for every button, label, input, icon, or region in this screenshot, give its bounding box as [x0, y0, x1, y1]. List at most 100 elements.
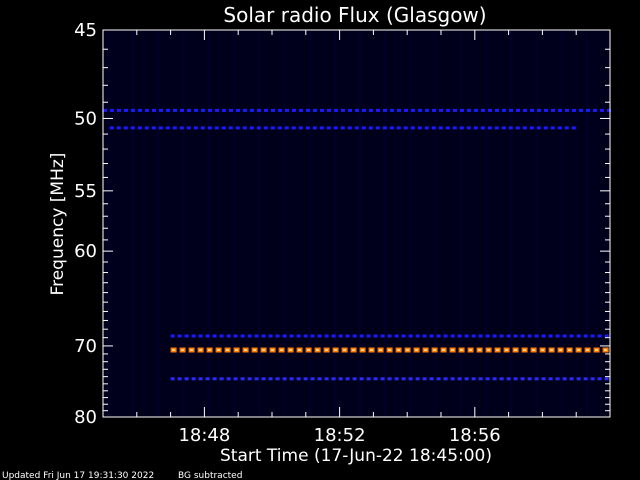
emission-band-segment — [219, 334, 224, 338]
emission-band-core — [190, 349, 194, 351]
noise-streak — [191, 32, 193, 415]
noise-streak — [493, 32, 496, 415]
emission-band-segment — [527, 334, 532, 338]
emission-band-core — [352, 349, 356, 351]
noise-streak — [224, 32, 227, 415]
emission-band-segment — [487, 126, 492, 130]
emission-band-core — [496, 349, 500, 351]
emission-band-segment — [590, 334, 595, 338]
y-axis: 45 50 55 60 70 80 — [74, 20, 610, 428]
emission-band-segment — [408, 334, 413, 338]
noise-streak — [476, 32, 479, 415]
emission-band-segment — [404, 108, 408, 112]
emission-band-segment — [530, 108, 534, 112]
emission-band-segment — [338, 377, 343, 381]
emission-band-segment — [492, 377, 497, 381]
emission-band-segment — [527, 377, 532, 381]
emission-band-core — [244, 349, 248, 351]
emission-band-segment — [432, 108, 436, 112]
noise-streak — [443, 32, 445, 415]
emission-band-segment — [291, 126, 296, 130]
emission-band-core — [316, 349, 320, 351]
emission-band-core — [262, 349, 266, 351]
emission-band-segment — [184, 334, 189, 338]
plot-area — [103, 30, 610, 417]
noise-streak — [401, 32, 403, 415]
emission-band-segment — [137, 126, 142, 130]
noise-streak — [417, 32, 420, 415]
emission-band-core — [271, 349, 275, 351]
emission-band-segment — [494, 126, 499, 130]
emission-band-segment — [268, 334, 273, 338]
emission-band-segment — [543, 126, 548, 130]
emission-band-segment — [124, 108, 128, 112]
emission-band-core — [532, 349, 536, 351]
emission-band-segment — [501, 126, 506, 130]
emission-band-segment — [198, 377, 203, 381]
y-tick-label: 45 — [74, 20, 97, 41]
emission-band-segment — [284, 126, 289, 130]
noise-streak — [216, 32, 219, 415]
emission-band-segment — [221, 126, 226, 130]
emission-band-segment — [138, 108, 142, 112]
emission-band-segment — [555, 334, 560, 338]
emission-band-segment — [529, 126, 534, 130]
emission-band-segment — [508, 126, 513, 130]
emission-band-segment — [298, 126, 303, 130]
emission-band-segment — [173, 108, 177, 112]
emission-band-segment — [389, 126, 394, 130]
emission-band-segment — [436, 334, 441, 338]
emission-band-segment — [467, 108, 471, 112]
emission-band-segment — [513, 377, 518, 381]
emission-band-segment — [453, 108, 457, 112]
emission-band-segment — [536, 126, 541, 130]
emission-band-segment — [557, 126, 562, 130]
emission-band-segment — [411, 108, 415, 112]
updated-timestamp: Updated Fri Jun 17 19:31:30 2022 — [2, 471, 154, 480]
emission-band-segment — [593, 108, 597, 112]
emission-band-segment — [247, 334, 252, 338]
emission-band-segment — [226, 334, 231, 338]
emission-band-segment — [562, 334, 567, 338]
emission-band-segment — [226, 377, 231, 381]
emission-band-segment — [268, 377, 273, 381]
emission-band-core — [604, 349, 608, 351]
noise-streak — [375, 32, 378, 415]
emission-band-core — [487, 349, 491, 351]
emission-band-core — [424, 349, 428, 351]
emission-band-segment — [408, 377, 413, 381]
emission-band-segment — [520, 334, 525, 338]
emission-band-segment — [429, 334, 434, 338]
emission-band-core — [379, 349, 383, 351]
noise-streak — [249, 32, 252, 415]
emission-band-segment — [401, 334, 406, 338]
emission-band-segment — [193, 126, 198, 130]
emission-band-segment — [460, 108, 464, 112]
emission-band-segment — [474, 108, 478, 112]
noise-streak — [241, 32, 244, 415]
emission-band-segment — [443, 377, 448, 381]
emission-band-segment — [499, 377, 504, 381]
emission-band-segment — [285, 108, 289, 112]
noise-streak — [317, 32, 319, 415]
emission-band-core — [253, 349, 257, 351]
emission-band-segment — [212, 334, 217, 338]
emission-band-segment — [305, 126, 310, 130]
emission-band-segment — [387, 334, 392, 338]
emission-band-segment — [415, 377, 420, 381]
emission-band-segment — [240, 377, 245, 381]
emission-band-segment — [548, 334, 553, 338]
noise-streak — [510, 32, 513, 415]
emission-band-segment — [303, 334, 308, 338]
emission-band-segment — [331, 377, 336, 381]
noise-streak — [468, 32, 471, 415]
emission-band-segment — [506, 334, 511, 338]
emission-band-segment — [478, 377, 483, 381]
emission-band-segment — [366, 377, 371, 381]
emission-band-segment — [277, 126, 282, 130]
noise-streak — [291, 32, 294, 415]
emission-band-segment — [324, 377, 329, 381]
emission-bands — [103, 108, 611, 381]
emission-band-segment — [299, 108, 303, 112]
